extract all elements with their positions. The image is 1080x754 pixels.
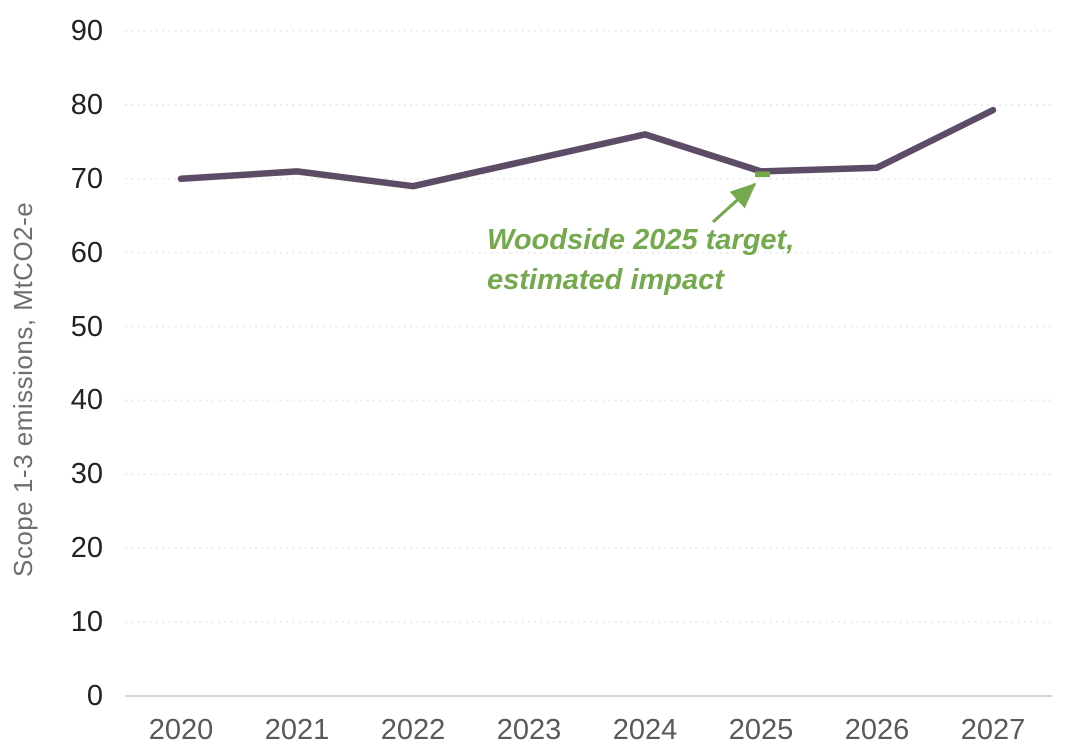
- y-tick-label: 90: [70, 15, 103, 47]
- x-tick-label: 2022: [380, 714, 446, 746]
- y-tick-label: 60: [70, 236, 103, 269]
- annotation-line-2: estimated impact: [487, 264, 724, 296]
- annotation-line-1: Woodside 2025 target,: [487, 224, 795, 256]
- annotation-text: Woodside 2025 target, estimated impact: [487, 220, 794, 300]
- y-tick-label: 50: [70, 310, 103, 343]
- y-tick-label: 80: [70, 88, 103, 121]
- annotation-arrow-icon: [711, 182, 757, 224]
- y-tick-label: 20: [70, 532, 103, 565]
- x-tick-label: 2025: [728, 714, 794, 746]
- y-tick-label: 40: [70, 384, 103, 417]
- y-tick-label: 0: [86, 680, 103, 712]
- x-tick-label: 2026: [844, 714, 910, 746]
- y-tick-label: 30: [70, 458, 103, 491]
- x-tick-label: 2021: [264, 714, 330, 746]
- y-axis-title: Scope 1-3 emissions, MtCO2-e: [8, 201, 38, 577]
- target-marker: [755, 171, 770, 178]
- x-tick-label: 2020: [148, 714, 214, 746]
- x-tick-label: 2027: [960, 714, 1026, 746]
- y-tick-label: 70: [70, 162, 103, 195]
- emissions-line: [177, 106, 997, 190]
- y-tick-label: 10: [70, 606, 103, 639]
- x-tick-label: 2023: [496, 714, 562, 746]
- x-tick-label: 2024: [612, 714, 678, 746]
- gridlines: [125, 30, 1052, 623]
